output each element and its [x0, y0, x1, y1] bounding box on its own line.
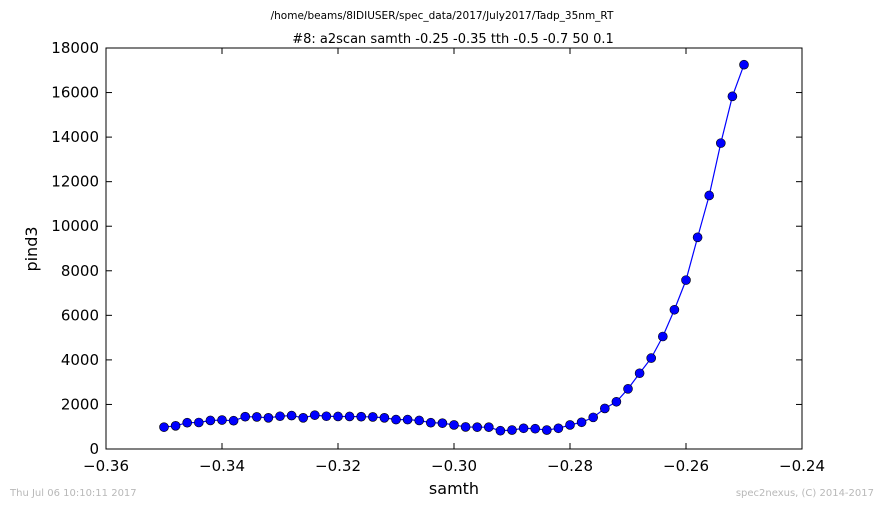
data-point: [275, 411, 285, 422]
data-point: [507, 425, 517, 435]
data-point: [391, 414, 401, 425]
data-point: [298, 413, 309, 423]
data-point: [530, 423, 541, 434]
plot-frame: [105, 47, 803, 450]
data-point: [588, 412, 599, 423]
data-point: [217, 415, 227, 425]
data-point: [483, 422, 494, 432]
data-point: [565, 420, 575, 430]
data-point: [159, 422, 169, 432]
data-point: [402, 414, 413, 425]
data-point: [228, 415, 239, 426]
footer-timestamp: Thu Jul 06 10:10:11 2017: [10, 488, 137, 499]
y-tick-label: 2000: [61, 395, 99, 413]
y-tick-label: 8000: [61, 262, 99, 280]
data-point: [449, 420, 459, 430]
data-point: [669, 304, 680, 315]
data-point: [518, 423, 529, 434]
x-tick-label: −0.26: [663, 457, 709, 475]
data-point: [333, 411, 343, 422]
data-point: [681, 275, 691, 285]
data-point: [240, 411, 250, 422]
file-path-title: /home/beams/8IDIUSER/spec_data/2017/July…: [271, 10, 614, 22]
y-axis-ticks: 0 2000 4000 6000 8000 10000 12000 14000 16000 180…: [51, 39, 802, 458]
data-point: [379, 413, 390, 423]
data-point: [634, 368, 645, 379]
data-point: [194, 417, 204, 428]
y-tick-label: 18000: [51, 39, 99, 57]
y-tick-label: 4000: [61, 351, 99, 369]
data-point: [321, 411, 332, 422]
data-point: [182, 417, 192, 428]
data-point: [623, 384, 633, 394]
x-axis-label: samth: [429, 479, 479, 498]
data-point: [704, 190, 715, 201]
x-tick-label: −0.32: [315, 457, 361, 475]
data-point: [599, 403, 610, 414]
data-point: [657, 331, 668, 342]
y-tick-label: 14000: [51, 128, 99, 146]
x-tick-label: −0.30: [431, 457, 477, 475]
data-point: [739, 59, 749, 70]
data-point: [692, 232, 703, 243]
data-point: [472, 422, 483, 432]
x-tick-label: −0.34: [199, 457, 245, 475]
data-point: [251, 412, 262, 422]
data-point: [576, 417, 587, 428]
x-tick-label: −0.24: [779, 457, 825, 475]
footer-credit: spec2nexus, (C) 2014-2017: [735, 488, 874, 499]
x-tick-label: −0.36: [83, 457, 129, 475]
data-point: [425, 417, 436, 428]
data-point: [205, 415, 216, 426]
series-line: [163, 64, 745, 432]
data-point: [367, 412, 378, 422]
y-tick-label: 6000: [61, 306, 99, 324]
chart-title: #8: a2scan samth -0.25 -0.35 tth -0.5 -0…: [292, 32, 614, 47]
data-point: [356, 411, 367, 422]
y-tick-label: 12000: [51, 173, 99, 191]
data-point: [437, 418, 448, 428]
data-point: [541, 425, 552, 435]
x-axis-ticks: −0.36 −0.34 −0.32 −0.30 −0.28 −0.26 −0.24: [83, 48, 825, 475]
y-tick-label: 0: [89, 440, 99, 458]
data-point: [611, 396, 622, 407]
data-markers: [159, 59, 749, 436]
data-point: [286, 410, 297, 421]
data-point: [460, 422, 471, 432]
y-axis-label: pind3: [22, 226, 41, 271]
data-point: [553, 423, 564, 434]
data-point: [344, 411, 355, 422]
data-point: [170, 421, 181, 431]
x-tick-label: −0.28: [547, 457, 593, 475]
data-point: [309, 410, 320, 420]
y-tick-label: 10000: [51, 217, 99, 235]
data-point: [263, 413, 274, 423]
y-tick-label: 16000: [51, 84, 99, 102]
data-point: [715, 138, 726, 148]
data-point: [495, 425, 506, 436]
data-point: [727, 91, 738, 102]
data-point: [646, 353, 657, 363]
data-point: [414, 415, 425, 426]
